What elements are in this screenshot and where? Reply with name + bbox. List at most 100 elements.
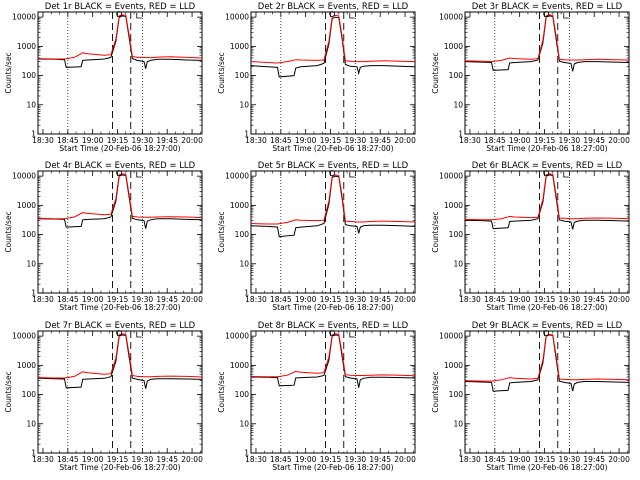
y-tick-label: 1000 — [17, 201, 36, 210]
x-tick-label: 18:45 — [484, 295, 506, 304]
y-tick-label: 10000 — [225, 13, 249, 22]
y-tick-label: 10 — [26, 100, 36, 109]
chart-panel: Det 4r BLACK = Events, RED = LLD 1 10 100 10… — [4, 161, 203, 312]
y-tick-label: 100 — [449, 230, 464, 239]
x-axis-label: Start Time (20-Feb-06 18:27:00) — [486, 303, 607, 312]
x-tick-label: 19:30 — [345, 295, 367, 304]
bracket-marker — [136, 172, 142, 178]
x-tick-label: 20:00 — [608, 455, 630, 464]
lld-series-line — [250, 174, 416, 225]
y-tick-label: 10000 — [225, 172, 249, 181]
events-series-line — [37, 174, 203, 229]
lld-series-line — [464, 333, 630, 382]
plot-frame — [250, 170, 416, 294]
y-tick-label: 100 — [235, 390, 250, 399]
y-tick-label: 10000 — [439, 172, 463, 181]
y-tick-label: 100 — [449, 390, 464, 399]
y-tick-label: 1 — [458, 130, 463, 139]
events-series-line — [464, 174, 630, 230]
x-tick-label: 19:30 — [132, 455, 154, 464]
x-tick-label: 18:45 — [270, 295, 292, 304]
x-tick-label: 19:45 — [583, 136, 605, 145]
y-tick-label: 1000 — [444, 361, 463, 370]
events-series-line — [250, 16, 416, 78]
x-tick-label: 19:45 — [369, 295, 391, 304]
chart-panel: Det 1r BLACK = Events, RED = LLD 1 10 100 10… — [4, 2, 203, 153]
x-tick-label: 19:30 — [559, 455, 581, 464]
lld-series-line — [250, 333, 416, 378]
plot-frame — [464, 170, 630, 294]
events-series-line — [464, 334, 630, 392]
x-tick-label: 18:30 — [32, 295, 54, 304]
y-axis-label: Counts/sec — [217, 52, 226, 93]
x-tick-label: 19:00 — [82, 455, 104, 464]
x-axis-label: Start Time (20-Feb-06 18:27:00) — [59, 303, 180, 312]
chart-panel: Det 2r BLACK = Events, RED = LLD 1 10 100 10… — [217, 2, 416, 153]
y-tick-label: 1000 — [444, 42, 463, 51]
x-tick-label: 18:45 — [270, 455, 292, 464]
peak-marker — [329, 11, 336, 17]
x-tick-label: 19:00 — [509, 136, 531, 145]
plot-frame — [250, 11, 416, 135]
x-tick-label: 20:00 — [394, 295, 416, 304]
y-tick-label: 10000 — [12, 172, 36, 181]
x-tick-label: 18:45 — [484, 136, 506, 145]
x-tick-label: 19:45 — [156, 455, 178, 464]
chart-panel: Det 9r BLACK = Events, RED = LLD 1 10 100 10… — [431, 321, 630, 472]
x-axis-label: Start Time (20-Feb-06 18:27:00) — [486, 463, 607, 472]
chart-title: Det 3r BLACK = Events, RED = LLD — [472, 2, 623, 12]
x-tick-label: 19:00 — [82, 295, 104, 304]
events-series-line — [250, 334, 416, 388]
x-tick-label: 18:30 — [459, 295, 481, 304]
x-tick-label: 18:45 — [57, 136, 79, 145]
x-tick-label: 18:30 — [32, 455, 54, 464]
x-tick-label: 19:15 — [534, 455, 556, 464]
x-tick-label: 19:15 — [534, 295, 556, 304]
y-tick-label: 100 — [235, 230, 250, 239]
x-tick-label: 19:30 — [345, 136, 367, 145]
y-tick-label: 100 — [22, 390, 37, 399]
peak-marker — [116, 11, 123, 17]
y-tick-label: 10 — [453, 419, 463, 428]
y-tick-label: 1000 — [230, 201, 249, 210]
chart-title: Det 1r BLACK = Events, RED = LLD — [45, 2, 196, 12]
plot-frame — [37, 170, 203, 294]
y-tick-label: 100 — [449, 71, 464, 80]
x-axis-label: Start Time (20-Feb-06 18:27:00) — [272, 144, 393, 153]
x-tick-label: 18:30 — [32, 136, 54, 145]
bracket-marker — [136, 332, 142, 338]
events-series-line — [464, 15, 630, 72]
y-tick-label: 10000 — [12, 332, 36, 341]
y-tick-label: 1000 — [230, 361, 249, 370]
y-tick-label: 100 — [22, 71, 37, 80]
x-tick-label: 19:30 — [559, 295, 581, 304]
lld-series-line — [37, 333, 203, 379]
lld-series-line — [37, 173, 203, 220]
x-tick-label: 19:45 — [156, 295, 178, 304]
x-axis-label: Start Time (20-Feb-06 18:27:00) — [59, 463, 180, 472]
x-tick-label: 19:45 — [156, 136, 178, 145]
chart-panel: Det 8r BLACK = Events, RED = LLD 1 10 100 10… — [217, 321, 416, 472]
events-series-line — [250, 175, 416, 238]
y-tick-label: 10000 — [12, 13, 36, 22]
x-tick-label: 19:00 — [82, 136, 104, 145]
peak-marker — [543, 170, 550, 176]
y-tick-label: 1000 — [17, 361, 36, 370]
y-axis-label: Counts/sec — [431, 371, 440, 412]
y-tick-label: 10000 — [225, 332, 249, 341]
y-tick-label: 1 — [31, 130, 36, 139]
chart-title: Det 2r BLACK = Events, RED = LLD — [258, 2, 409, 12]
plot-frame — [37, 11, 203, 135]
x-axis-label: Start Time (20-Feb-06 18:27:00) — [59, 144, 180, 153]
bracket-marker — [563, 332, 569, 338]
lld-series-line — [37, 14, 203, 60]
x-tick-label: 18:45 — [57, 295, 79, 304]
plot-frame — [464, 330, 630, 454]
x-tick-label: 19:45 — [583, 455, 605, 464]
x-tick-label: 19:30 — [132, 295, 154, 304]
lld-series-line — [464, 14, 630, 63]
y-tick-label: 100 — [22, 230, 37, 239]
y-axis-label: Counts/sec — [431, 211, 440, 252]
y-tick-label: 1 — [458, 289, 463, 298]
